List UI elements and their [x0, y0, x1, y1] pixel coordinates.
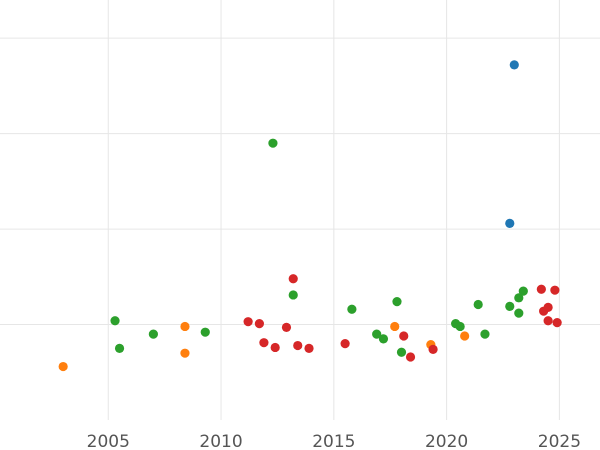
data-point: [543, 316, 553, 326]
data-point: [340, 339, 350, 349]
data-point: [288, 274, 298, 284]
data-point: [180, 348, 190, 358]
data-point: [58, 361, 68, 372]
data-point: [505, 218, 515, 228]
data-point: [148, 329, 158, 339]
x-tick-label: 2005: [87, 432, 130, 450]
data-point: [110, 316, 120, 326]
data-point: [268, 138, 278, 148]
data-point: [180, 321, 190, 332]
data-point: [428, 344, 438, 354]
x-tick-label: 2015: [312, 432, 355, 450]
data-point: [254, 318, 264, 329]
data-point: [372, 329, 382, 339]
data-points: [58, 60, 562, 372]
data-point: [200, 327, 210, 337]
data-point: [392, 297, 402, 307]
data-point: [399, 331, 409, 341]
x-tick-label: 2010: [199, 432, 242, 450]
data-point: [552, 318, 562, 328]
data-point: [473, 299, 483, 310]
data-point: [304, 343, 314, 354]
x-tick-labels: 2005 2010 2015 2020 2025: [87, 432, 581, 450]
data-point: [378, 334, 389, 344]
data-point: [281, 322, 292, 333]
x-tick-label: 2025: [538, 432, 581, 450]
data-point: [460, 331, 470, 341]
data-point: [455, 321, 465, 332]
data-point: [514, 293, 524, 303]
data-point: [509, 60, 519, 70]
data-point: [270, 342, 280, 353]
data-point: [505, 301, 515, 312]
data-point: [293, 340, 303, 351]
data-point: [243, 317, 253, 327]
data-point: [543, 302, 553, 312]
data-point: [480, 329, 490, 339]
data-point: [536, 284, 546, 294]
gridlines: [0, 0, 600, 420]
data-point: [396, 347, 407, 357]
data-point: [288, 290, 298, 300]
data-point: [550, 285, 560, 295]
data-point: [114, 343, 125, 354]
data-point: [259, 338, 269, 348]
data-point: [514, 308, 524, 318]
data-point: [405, 352, 416, 362]
data-point: [518, 286, 528, 296]
data-point: [390, 321, 400, 332]
x-tick-label: 2020: [425, 432, 468, 450]
data-point: [347, 304, 357, 314]
